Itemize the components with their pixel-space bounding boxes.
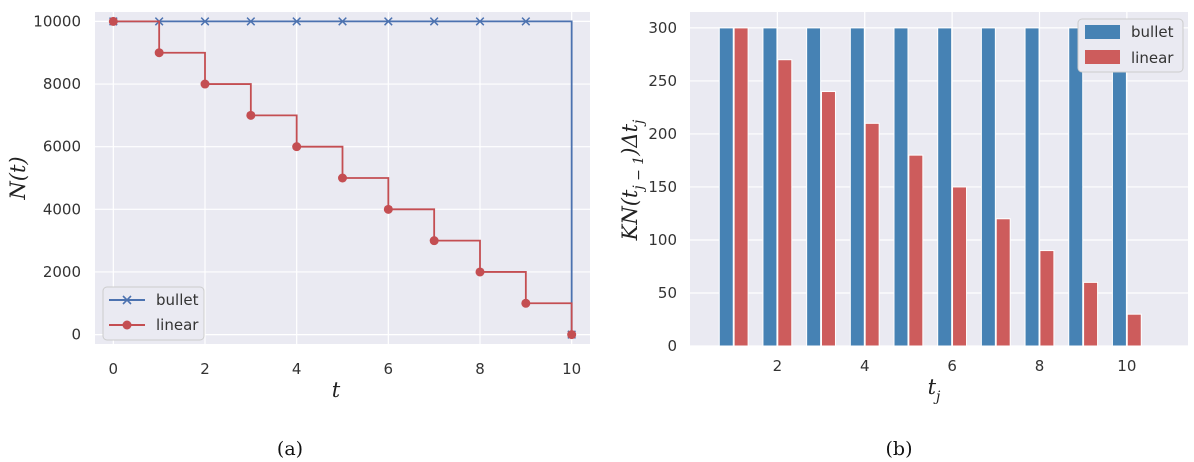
panel-a-xlabel: t — [332, 378, 341, 402]
legend-bullet-patch — [1085, 25, 1120, 39]
panel-b-ylabel: KN(tj − 1)Δtj — [618, 119, 647, 241]
a-ytick-label: 8000 — [43, 75, 81, 93]
b-ytick-label: 200 — [648, 125, 677, 143]
series-bullet-point — [246, 17, 256, 26]
bar-bullet — [1024, 27, 1040, 347]
panel-a-caption: (a) — [277, 438, 303, 460]
series-linear-point — [292, 142, 302, 152]
b-ytick-label: 0 — [667, 337, 677, 355]
bar-linear — [1083, 281, 1099, 347]
b-xtick-label: 10 — [1117, 357, 1136, 375]
legend-linear-label: linear — [1131, 49, 1174, 67]
bar-bullet — [893, 27, 909, 347]
b-ytick-label: 100 — [648, 231, 677, 249]
panel-b-bars — [718, 27, 1142, 347]
a-xtick-label: 10 — [562, 360, 581, 378]
a-ytick-label: 2000 — [43, 263, 81, 281]
panel-a: 0 2 4 6 8 10 0 2000 4000 6000 8000 10000 t N(t) bu… — [6, 12, 590, 460]
panel-b: 2 4 6 8 10 0 50 100 150 200 250 300 tj KN(tj − 1)Δ… — [618, 12, 1188, 460]
legend-linear-patch — [1085, 50, 1120, 64]
legend-bullet-label: bullet — [156, 291, 199, 309]
a-xtick-label: 8 — [475, 360, 485, 378]
series-linear-point — [475, 267, 485, 277]
legend-bullet-marker — [122, 295, 132, 305]
a-ytick-label: 6000 — [43, 138, 81, 156]
bar-linear — [733, 27, 749, 347]
bar-linear — [1039, 250, 1055, 347]
panel-b-x-ticks: 2 4 6 8 10 — [773, 357, 1137, 375]
series-linear-point — [567, 330, 577, 340]
a-xtick-label: 4 — [292, 360, 302, 378]
series-linear-point — [200, 79, 210, 89]
series-bullet-point — [475, 17, 485, 26]
panel-a-x-ticks: 0 2 4 6 8 10 — [109, 360, 582, 378]
bar-bullet — [806, 27, 822, 347]
series-bullet-point — [338, 17, 347, 26]
b-xtick-label: 6 — [947, 357, 957, 375]
bar-bullet — [937, 27, 953, 347]
b-ytick-label: 150 — [648, 178, 677, 196]
b-ytick-label: 50 — [658, 284, 677, 302]
bar-linear — [777, 59, 793, 347]
panel-a-y-ticks: 0 2000 4000 6000 8000 10000 — [33, 12, 81, 343]
a-xtick-label: 0 — [109, 360, 119, 378]
bar-linear — [908, 154, 924, 347]
bar-bullet — [980, 27, 996, 347]
series-bullet-line — [113, 20, 573, 335]
b-xtick-label: 8 — [1035, 357, 1045, 375]
series-linear-point — [338, 173, 347, 183]
b-xtick-label: 2 — [773, 357, 783, 375]
series-linear-point — [383, 204, 393, 214]
b-xtick-label: 4 — [860, 357, 870, 375]
series-linear-point — [108, 16, 118, 26]
panel-b-y-ticks: 0 50 100 150 200 250 300 — [648, 19, 677, 355]
legend-linear-marker — [122, 320, 132, 330]
bar-bullet — [849, 27, 865, 347]
panel-a-legend: bullet linear — [102, 286, 205, 341]
a-xtick-label: 6 — [384, 360, 394, 378]
bar-linear — [995, 218, 1011, 347]
series-bullet-point — [521, 17, 531, 26]
bar-bullet — [762, 27, 778, 347]
b-ytick-label: 300 — [648, 19, 677, 37]
panel-b-legend: bullet linear — [1077, 18, 1184, 73]
series-linear-point — [246, 110, 256, 120]
bar-linear — [952, 186, 968, 347]
b-ytick-label: 250 — [648, 72, 677, 90]
series-linear-point — [154, 48, 164, 58]
a-ytick-label: 10000 — [33, 12, 81, 30]
series-linear-point — [429, 236, 439, 246]
series-linear-point — [521, 298, 531, 308]
bar-linear — [820, 91, 836, 347]
series-bullet-point — [292, 17, 301, 26]
legend-linear-label: linear — [156, 316, 199, 334]
series-bullet-point — [200, 17, 210, 26]
panel-b-xlabel: tj — [928, 375, 941, 405]
panel-a-ylabel: N(t) — [6, 156, 30, 200]
series-bullet-point — [384, 17, 393, 26]
bar-bullet — [1111, 27, 1127, 347]
bar-bullet — [718, 27, 734, 347]
a-ytick-label: 4000 — [43, 200, 81, 218]
panel-b-caption: (b) — [886, 438, 913, 460]
bar-bullet — [1068, 27, 1084, 347]
legend-bullet-label: bullet — [1131, 23, 1174, 41]
bar-linear — [1126, 313, 1142, 347]
panel-a-series — [108, 16, 577, 340]
a-xtick-label: 2 — [200, 360, 210, 378]
bar-linear — [864, 122, 880, 347]
a-ytick-label: 0 — [71, 326, 81, 344]
series-bullet-point — [429, 17, 439, 26]
